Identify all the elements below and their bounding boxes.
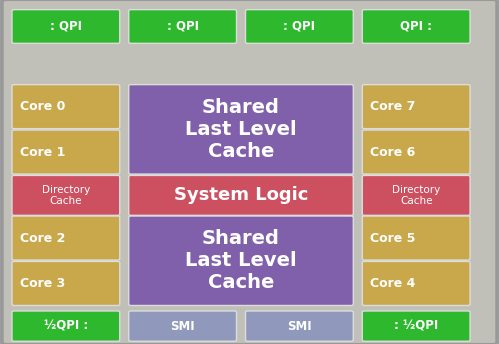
FancyBboxPatch shape xyxy=(12,175,120,215)
Text: : QPI: : QPI xyxy=(167,20,199,33)
FancyBboxPatch shape xyxy=(129,85,353,174)
Text: Directory
Cache: Directory Cache xyxy=(42,185,90,206)
Text: Core 7: Core 7 xyxy=(370,100,416,113)
FancyBboxPatch shape xyxy=(129,311,237,341)
FancyBboxPatch shape xyxy=(12,216,120,260)
Text: QPI :: QPI : xyxy=(400,20,432,33)
FancyBboxPatch shape xyxy=(129,216,353,305)
Text: Core 0: Core 0 xyxy=(20,100,65,113)
Text: SMI: SMI xyxy=(287,320,312,333)
Text: Directory
Cache: Directory Cache xyxy=(392,185,440,206)
FancyBboxPatch shape xyxy=(12,130,120,174)
Text: Core 4: Core 4 xyxy=(370,277,416,290)
FancyBboxPatch shape xyxy=(129,175,353,215)
Text: System Logic: System Logic xyxy=(174,186,308,204)
FancyBboxPatch shape xyxy=(129,10,237,43)
FancyBboxPatch shape xyxy=(12,311,120,341)
Text: ½QPI :: ½QPI : xyxy=(44,320,88,333)
Text: : QPI: : QPI xyxy=(50,20,82,33)
FancyBboxPatch shape xyxy=(362,261,470,305)
Text: : QPI: : QPI xyxy=(283,20,315,33)
FancyBboxPatch shape xyxy=(362,311,470,341)
FancyBboxPatch shape xyxy=(362,130,470,174)
Text: Core 2: Core 2 xyxy=(20,232,65,245)
Text: Shared
Last Level
Cache: Shared Last Level Cache xyxy=(185,98,297,161)
Text: Shared
Last Level
Cache: Shared Last Level Cache xyxy=(185,229,297,292)
Text: : ½QPI: : ½QPI xyxy=(394,320,438,333)
FancyBboxPatch shape xyxy=(362,216,470,260)
FancyBboxPatch shape xyxy=(362,85,470,129)
FancyBboxPatch shape xyxy=(362,10,470,43)
FancyBboxPatch shape xyxy=(246,311,353,341)
FancyBboxPatch shape xyxy=(12,85,120,129)
FancyBboxPatch shape xyxy=(246,10,353,43)
FancyBboxPatch shape xyxy=(12,261,120,305)
FancyBboxPatch shape xyxy=(362,175,470,215)
FancyBboxPatch shape xyxy=(12,10,120,43)
Text: SMI: SMI xyxy=(170,320,195,333)
Text: Core 6: Core 6 xyxy=(370,146,416,159)
Text: Core 5: Core 5 xyxy=(370,232,416,245)
Text: Core 1: Core 1 xyxy=(20,146,65,159)
Text: Core 3: Core 3 xyxy=(20,277,65,290)
